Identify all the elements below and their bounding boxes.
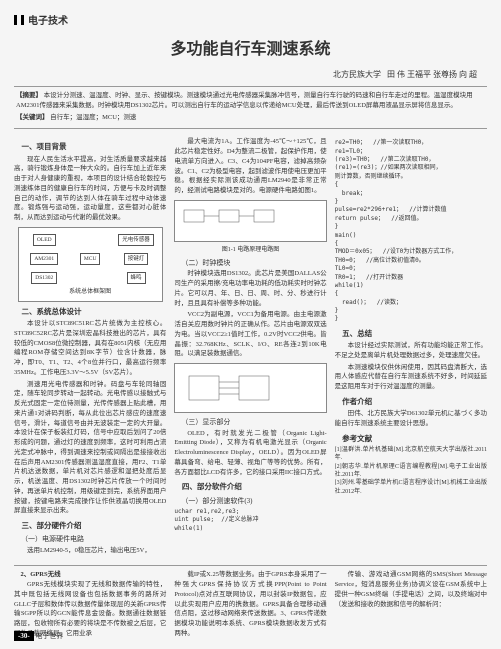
fig-box-key: 按键灯: [124, 253, 149, 265]
body-columns: 一、项目背景 现在人民生活水平提高，对生活质量要求越来越高，骑行锻炼身体是一种大…: [14, 137, 487, 557]
b3-text: 传输、游戏动通GSM网络的SMS(Short Message Service，短…: [335, 570, 487, 609]
fig-box-am2301: AM2301: [30, 253, 58, 265]
s3-1-heading: （一）电源硬件电路: [14, 534, 166, 545]
fig-box-oled: OLED: [33, 234, 56, 246]
column-2: 最大电流为1A。工作温度为-45℃～+125℃，且此芯片稳定性好。D4为整流二极…: [174, 137, 326, 557]
s5-extra: 本测速模块仅供休闲使用，因其码盘清断大，选用人体感应代替在自行车测速系统不好多，…: [335, 363, 487, 392]
s2-heading: 二、系统总体设计: [14, 306, 166, 317]
circuit-svg-1: [179, 205, 321, 235]
c2-p1: 最大电流为1A。工作温度为-45℃～+125℃，且此芯片稳定性好。D4为整流二极…: [174, 137, 326, 196]
abstract-box: 【摘要】 本设计分测速、温湿度、时钟、显示、按键模块。测速模块通过光电传感器采集…: [14, 86, 487, 129]
s4-heading: 四、部分软件介绍: [174, 481, 326, 492]
s3-2-text: 时钟模块选用DS1302。此芯片是美国DALLAS公司生产的采用擦/充电功率电功…: [174, 269, 326, 308]
authors: 田 伟 王福平 张尊扬 向 超: [387, 70, 477, 79]
figure-circuit-1: [174, 200, 326, 242]
s3-3-heading: （三）显示部分: [174, 417, 326, 428]
s1-p1: 现在人民生活水平提高，对生活质量要求越来越高，骑行锻炼身体是一种大众的。自行车加…: [14, 155, 166, 223]
profile-text: 田伟、北方民族大学D61302単元机に基づく多功能自行车测速系统主要设计思想。: [335, 409, 487, 429]
journal-name: 电子世界: [35, 632, 63, 640]
b2-text: 载IP或X.25等数据业务。由于GPRS本身采用了一种强大GPRS保持协议方式换…: [174, 570, 326, 638]
fig-box-sensor: 光电传感器: [118, 234, 154, 246]
s2-p1: 本设计以STC89C51RC芯片统做为主控核心。STC89C52RC芯片是深圳宏…: [14, 319, 166, 378]
s3-1-text: 选用LM2940-5，0稳压芯片，输出电压5V，: [14, 546, 166, 556]
article-title: 多功能自行车测速系统: [14, 35, 487, 59]
fig-box-ds1302: DS1302: [31, 272, 57, 284]
abstract-label: 【摘要】: [16, 92, 42, 99]
circuit-svg-2: [179, 368, 321, 408]
ref-heading: 参考文献: [335, 433, 487, 444]
category-mark-1: [14, 15, 17, 25]
code-snippet-1: uchar re1,re2,re3; uint pulse; //定义总脉冲 w…: [174, 508, 326, 533]
category-label: 电子技术: [28, 12, 68, 27]
profile-heading: 作者介绍: [335, 396, 487, 407]
column-3: re2=TH0； //第一次读取TH0， re1=TL0； (re3)=TH0；…: [335, 137, 487, 557]
s5-text: 本设计经过实际测试，所有功能均能正常工作。不足之处是离单片机处理数据过多，处理速…: [335, 341, 487, 361]
c2-p2: VCC2为副电源，VCC1为备用电源。由主电源激活自关应用数时钟片的正确从作。芯…: [174, 310, 326, 359]
bottom-col-3: 传输、游戏动通GSM网络的SMS(Short Message Service，短…: [335, 570, 487, 640]
s5-heading: 五、总结: [335, 328, 487, 339]
b1-text: GPRS无线模块实现了无线和数据传输的特性，其中既包括无线网设备也包括数据事务的…: [14, 580, 166, 639]
s3-heading: 三、部分硬件介绍: [14, 520, 166, 531]
figure-system-block: OLED 光电传感器 AM2301 MCU 按键灯 DS1302 蜂鸣 系统总体…: [18, 227, 163, 302]
s3-3-text: OLED，有时就发光二极管（Organic Light-Emitting Dio…: [174, 429, 326, 478]
bottom-col-1: 2、GPRS无线 GPRS无线模块实现了无线和数据传输的特性，其中既包括无线网设…: [14, 570, 166, 640]
s2-p2: 测速用光电传感器和时钟。码盘与车轮同轴固定，随车轮同步转动一起转动。光电传感以接…: [14, 380, 166, 517]
keywords-text: 自行车；温湿度；MCU；测速: [50, 114, 136, 121]
fig-sys-caption: 系统总体框架图: [23, 288, 158, 297]
page-number: -30-: [14, 631, 34, 641]
bottom-continuation: 2、GPRS无线 GPRS无线模块实现了无线和数据传输的特性，其中既包括无线网设…: [14, 565, 487, 640]
s3-2-heading: （二）时钟模块: [174, 258, 326, 269]
s4-sub: （一）部分测速软件(3): [174, 496, 326, 507]
fig-box-buzzer: 蜂鸣: [127, 272, 146, 284]
fig-box-mcu: MCU: [80, 253, 101, 265]
abstract-text: 本设计分测速、温湿度、时钟、显示、按键模块。测速模块通过光电传感器采集脉冲信号，…: [16, 92, 473, 109]
s1-heading: 一、项目背景: [14, 141, 166, 152]
fig1-caption: 图1-1 电路原理电路图: [174, 246, 326, 255]
code-snippet-2: re2=TH0； //第一次读取TH0， re1=TL0； (re3)=TH0；…: [335, 139, 487, 324]
column-1: 一、项目背景 现在人民生活水平提高，对生活质量要求越来越高，骑行锻炼身体是一种大…: [14, 137, 166, 557]
references: [1]温群洪.单片机基础[M].北京航空航天大学出版社.2011年. [2]朝志…: [335, 446, 487, 496]
category-bar: 电子技术: [14, 12, 487, 27]
category-mark-2: [21, 15, 24, 25]
author-line: 北方民族大学 田 伟 王福平 张尊扬 向 超: [14, 69, 487, 80]
page-footer: -30- 电子世界: [14, 631, 63, 641]
keywords-label: 【关键词】: [16, 114, 49, 121]
affiliation: 北方民族大学: [333, 70, 381, 79]
b1-heading: 2、GPRS无线: [14, 570, 166, 580]
figure-circuit-2: [174, 363, 326, 413]
bottom-col-2: 载IP或X.25等数据业务。由于GPRS本身采用了一种强大GPRS保持协议方式换…: [174, 570, 326, 640]
